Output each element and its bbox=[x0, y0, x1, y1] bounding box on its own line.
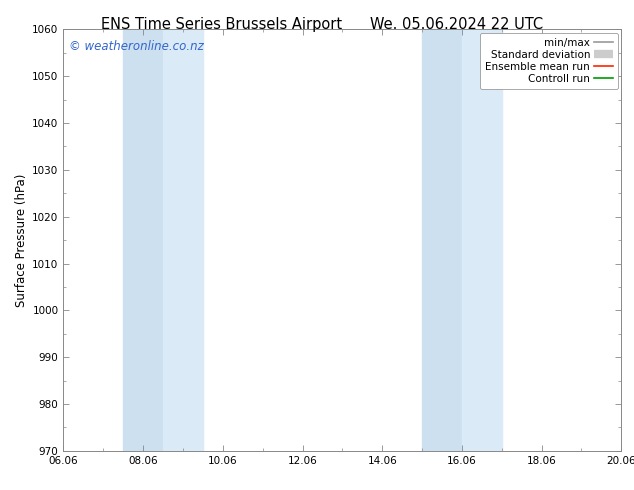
Bar bbox=[422, 29, 462, 451]
Text: © weatheronline.co.nz: © weatheronline.co.nz bbox=[69, 40, 204, 53]
Legend: min/max, Standard deviation, Ensemble mean run, Controll run: min/max, Standard deviation, Ensemble me… bbox=[480, 32, 618, 89]
Text: We. 05.06.2024 22 UTC: We. 05.06.2024 22 UTC bbox=[370, 17, 543, 32]
Bar bbox=[462, 29, 501, 451]
Bar bbox=[163, 29, 203, 451]
Bar bbox=[123, 29, 163, 451]
Text: ENS Time Series Brussels Airport: ENS Time Series Brussels Airport bbox=[101, 17, 342, 32]
Y-axis label: Surface Pressure (hPa): Surface Pressure (hPa) bbox=[15, 173, 28, 307]
